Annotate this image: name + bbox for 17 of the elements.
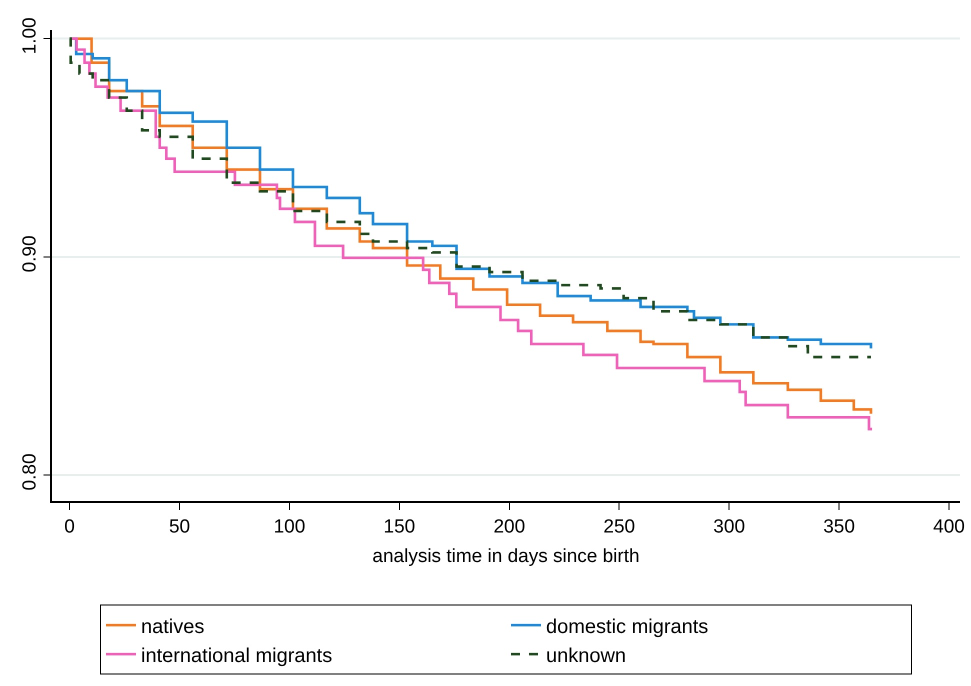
x-tick-label: 200 — [493, 516, 526, 538]
legend-label: international migrants — [141, 644, 332, 667]
legend-label: natives — [141, 616, 204, 638]
y-tick-label: 0.90 — [20, 235, 41, 272]
y-tick-label: 1.00 — [20, 17, 41, 54]
x-tick-label: 50 — [168, 516, 190, 538]
legend-label: unknown — [546, 644, 626, 667]
legend-label: domestic migrants — [546, 616, 708, 638]
x-axis-title: analysis time in days since birth — [372, 546, 640, 567]
x-tick-label: 250 — [603, 516, 636, 538]
x-tick-label: 350 — [823, 516, 855, 538]
x-tick-label: 300 — [713, 516, 745, 538]
y-tick-label: 0.80 — [20, 453, 41, 490]
x-tick-label: 0 — [64, 516, 75, 538]
x-tick-label: 400 — [933, 516, 965, 538]
x-tick-label: 150 — [384, 516, 416, 538]
x-tick-label: 100 — [274, 516, 306, 538]
